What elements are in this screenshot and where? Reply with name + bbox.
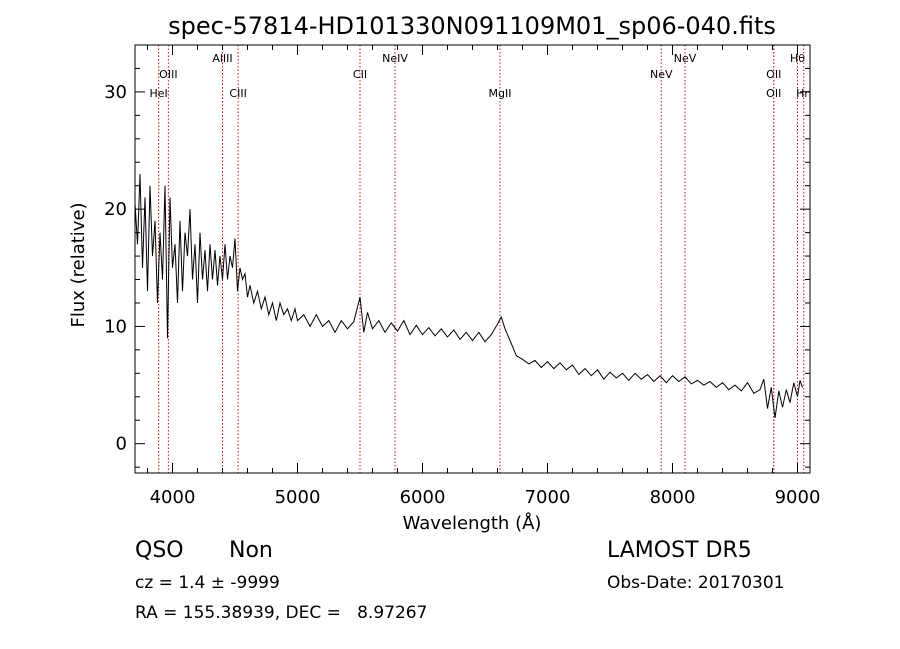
emission-line-label: NeV (674, 52, 697, 65)
emission-line-label: HeI (149, 87, 167, 100)
x-tick-label: 6000 (400, 487, 446, 508)
emission-line-label: OIII (159, 68, 177, 81)
emission-line-label: MgII (489, 87, 512, 100)
emission-line-label: AlIII (212, 52, 232, 65)
observation-date: Obs-Date: 20170301 (607, 573, 785, 593)
spectrum-series-line (134, 173, 803, 418)
survey-name: LAMOST DR5 (607, 538, 752, 563)
y-axis-label: Flux (relative) (68, 202, 89, 327)
emission-line-label: CII (353, 68, 367, 81)
emission-line-label: NeIV (382, 52, 408, 65)
x-tick-label: 5000 (275, 487, 321, 508)
x-tick-label: 9000 (775, 487, 821, 508)
emission-line-label: Hθ (790, 52, 805, 65)
y-tick-label: 0 (116, 434, 127, 455)
y-tick-label: 20 (104, 199, 127, 220)
ra-dec: RA = 155.38939, DEC = 8.97267 (135, 603, 428, 623)
y-axis: 0 10 20 30 (104, 44, 810, 468)
x-tick-label: 7000 (525, 487, 571, 508)
emission-line-label: OII (766, 87, 781, 100)
redshift-cz: cz = 1.4 ± -9999 (135, 573, 280, 593)
object-class: QSO (135, 538, 184, 563)
y-tick-label: 10 (104, 316, 127, 337)
emission-line-label: CIII (229, 87, 246, 100)
emission-line-label: NeV (650, 68, 673, 81)
x-axis: 4000 5000 6000 7000 8000 9000 (147, 45, 821, 508)
chart-title: spec-57814-HD101330N091109M01_sp06-040.f… (168, 12, 776, 40)
x-tick-label: 8000 (650, 487, 696, 508)
emission-line-label: Hη (796, 87, 811, 100)
x-tick-label: 4000 (150, 487, 196, 508)
y-tick-label: 30 (104, 82, 127, 103)
x-axis-label: Wavelength (Å) (403, 512, 542, 534)
object-subclass: Non (229, 538, 273, 563)
emission-lines: HeIOIIIAlIIICIIICIINeIVMgIINeVNeVOIIOIIH… (149, 45, 811, 473)
